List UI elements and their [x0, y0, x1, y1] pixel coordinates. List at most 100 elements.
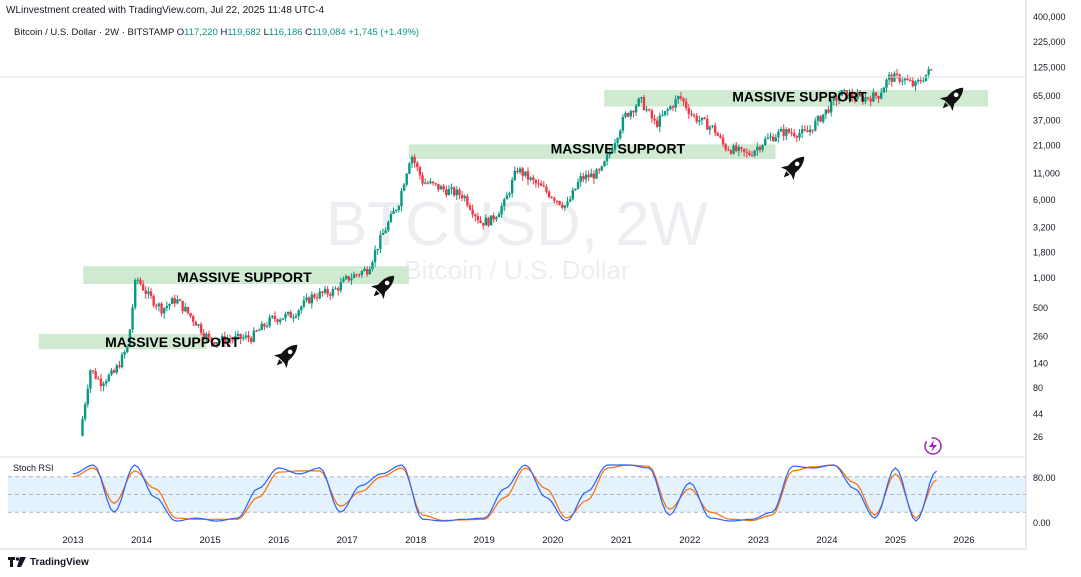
- candle-body: [553, 197, 556, 201]
- candle-body: [500, 206, 503, 215]
- candle-body: [160, 303, 163, 314]
- candle-body: [447, 189, 451, 196]
- candle-body: [450, 187, 453, 190]
- candle-body: [637, 98, 640, 107]
- candle-body: [186, 306, 190, 314]
- candle-body: [558, 201, 561, 205]
- price-tick-label: 140: [1033, 359, 1048, 369]
- candle-body: [347, 276, 350, 281]
- candle-body: [658, 115, 661, 127]
- candle-body: [779, 128, 783, 132]
- candle-body: [901, 80, 904, 82]
- candle-body: [394, 209, 398, 212]
- candle-body: [914, 81, 917, 87]
- candle-body: [864, 97, 867, 102]
- price-change: +1,745 (+1.49%): [348, 27, 420, 38]
- candle-body: [756, 146, 759, 151]
- candle-body: [727, 149, 730, 151]
- price-tick-label: 260: [1033, 332, 1048, 342]
- candle-body: [416, 162, 419, 168]
- candle-body: [798, 133, 801, 138]
- time-tick-label: 2026: [953, 535, 974, 546]
- candle-body: [474, 214, 477, 217]
- candle-body: [677, 96, 680, 100]
- candle-body: [827, 109, 830, 113]
- tradingview-footer[interactable]: TradingView: [8, 557, 89, 568]
- candle-body: [402, 184, 406, 191]
- candle-body: [869, 98, 872, 102]
- symbol-name[interactable]: Bitcoin / U.S. Dollar · 2W · BITSTAMP: [14, 27, 175, 38]
- candle-body: [671, 106, 675, 108]
- candle-body: [832, 97, 835, 101]
- candle-body: [165, 305, 169, 308]
- support-label-4: MASSIVE SUPPORT: [732, 88, 867, 104]
- candle-body: [877, 95, 880, 99]
- candle-body: [329, 294, 332, 296]
- candle-body: [787, 129, 791, 133]
- candle-body: [814, 120, 817, 131]
- time-tick-label: 2024: [816, 535, 837, 546]
- candle-body: [695, 115, 698, 122]
- candle-body: [924, 74, 928, 81]
- candle-body: [118, 365, 121, 368]
- candle-body: [806, 130, 809, 133]
- candle-body: [134, 279, 137, 308]
- candle-body: [120, 354, 124, 368]
- candle-body: [669, 106, 672, 110]
- candle-body: [495, 217, 498, 220]
- candle-body: [439, 186, 443, 190]
- candle-body: [613, 143, 617, 150]
- candle-body: [626, 113, 630, 117]
- candle-body: [487, 217, 490, 226]
- time-tick-label: 2015: [200, 535, 221, 546]
- candle-body: [766, 137, 770, 139]
- candle-body: [83, 404, 87, 419]
- rocket-icon: [939, 87, 964, 112]
- candle-body: [895, 73, 899, 75]
- candle-body: [713, 125, 717, 134]
- open-label: O: [176, 27, 185, 38]
- candle-body: [737, 147, 741, 151]
- candle-body: [223, 336, 227, 344]
- candle-body: [358, 274, 361, 276]
- price-tick-label: 11,000: [1033, 168, 1060, 178]
- candle-body: [257, 330, 261, 332]
- candle-body: [144, 290, 147, 294]
- candle-body: [149, 291, 153, 296]
- candle-body: [91, 370, 95, 372]
- candle-body: [481, 222, 485, 226]
- watermark: BTCUSD, 2W Bitcoin / U.S. Dollar: [326, 190, 709, 285]
- candle-body: [508, 193, 511, 196]
- candle-body: [698, 120, 701, 122]
- candle-body: [128, 329, 132, 347]
- candle-body: [719, 135, 722, 138]
- candle-body: [141, 284, 145, 291]
- time-axis: 2013 2014 2015 2016 2017 2018 2019 2020 2021 2022…: [62, 535, 974, 546]
- candle-body: [471, 209, 474, 215]
- candle-body: [497, 214, 501, 218]
- candle-body: [587, 174, 590, 178]
- candle-body: [479, 220, 482, 223]
- price-tick-label: 125,000: [1033, 63, 1066, 73]
- candle-body: [516, 170, 519, 173]
- candle-body: [592, 173, 596, 179]
- candle-body: [682, 98, 685, 102]
- candle-body: [405, 173, 408, 185]
- candle-body: [621, 116, 625, 131]
- support-zones: [38, 90, 988, 350]
- candle-body: [381, 233, 385, 235]
- candle-body: [769, 136, 772, 138]
- candle-body: [785, 129, 788, 136]
- candle-body: [197, 324, 200, 326]
- candle-body: [764, 138, 767, 146]
- candle-body: [837, 95, 841, 101]
- candle-body: [661, 114, 664, 116]
- candle-body: [742, 148, 746, 152]
- candle-body: [880, 92, 883, 99]
- candle-body: [107, 374, 111, 382]
- candle-body: [281, 318, 285, 320]
- candle-body: [426, 182, 430, 184]
- candle-body: [518, 168, 522, 173]
- candle-body: [239, 333, 242, 339]
- candle-body: [276, 319, 279, 322]
